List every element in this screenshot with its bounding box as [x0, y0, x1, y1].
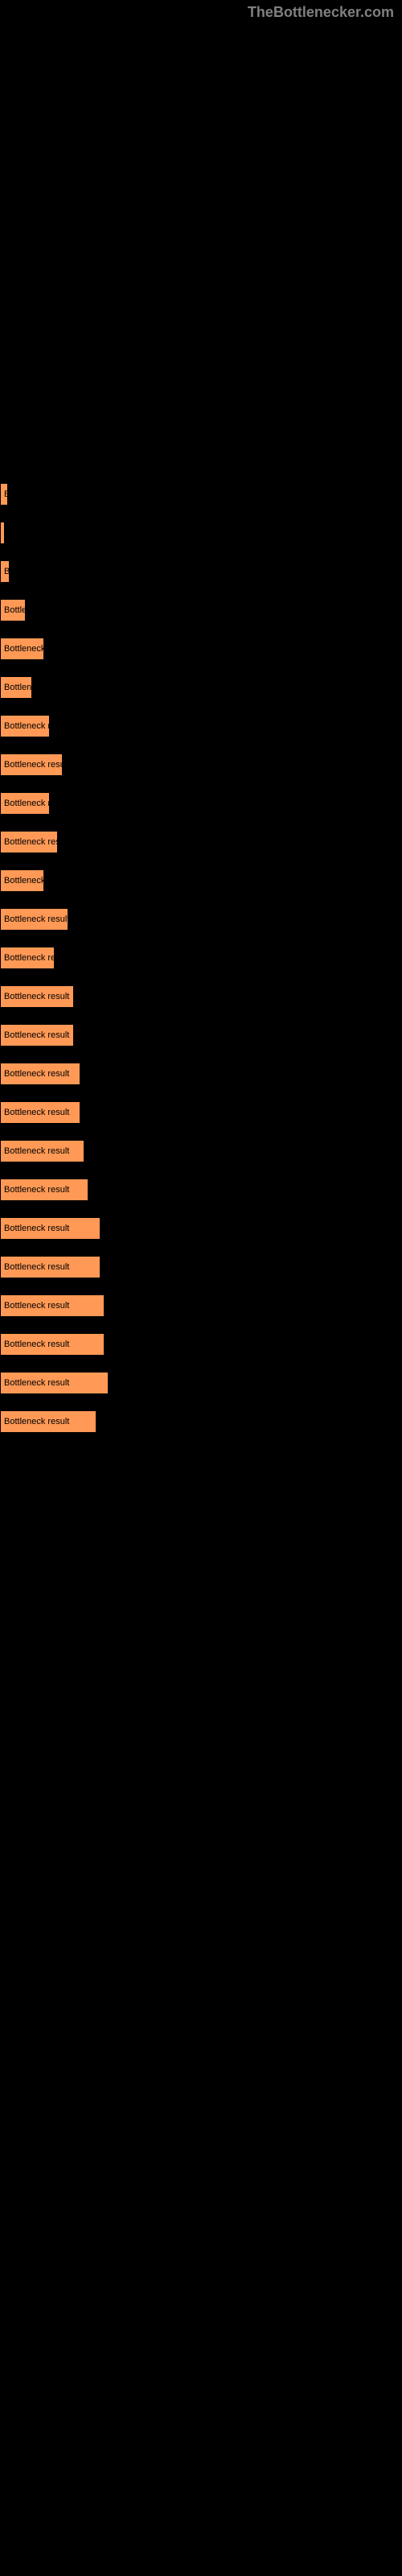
bar-row: Bottleneck r — [0, 792, 402, 815]
bar-row — [0, 522, 402, 544]
bar: Bottleneck result — [0, 1256, 100, 1278]
bar: Bottleneck resu — [0, 753, 63, 776]
bar: Bottleneck result — [0, 1333, 105, 1356]
bar-row: B — [0, 560, 402, 583]
bar-row: Bottleneck r — [0, 715, 402, 737]
bar: Bottleneck r — [0, 792, 50, 815]
bar-chart: B B Bottle Bottleneck Bottlen Bottleneck r Bot… — [0, 0, 402, 1489]
bar: Bottleneck result — [0, 908, 68, 931]
bar-row: Bottleneck result — [0, 1063, 402, 1085]
bar: Bottleneck result — [0, 1024, 74, 1046]
bar-row: Bottleneck res — [0, 831, 402, 853]
bar: Bottleneck result — [0, 1140, 84, 1162]
bar-row: Bottleneck result — [0, 1410, 402, 1433]
bar: Bottleneck — [0, 638, 44, 660]
bar-row: Bottleneck result — [0, 1101, 402, 1124]
bar: Bottleneck result — [0, 1217, 100, 1240]
bar: Bottleneck result — [0, 1294, 105, 1317]
bar: Bottleneck result — [0, 1372, 109, 1394]
bar-row: Bottlen — [0, 676, 402, 699]
bar: Bottlen — [0, 676, 32, 699]
bar-row: Bottleneck result — [0, 1333, 402, 1356]
bar: Bottleneck result — [0, 1063, 80, 1085]
bar-row: Bottleneck resu — [0, 753, 402, 776]
bar-row: Bottleneck result — [0, 1179, 402, 1201]
bar: Bottleneck result — [0, 1101, 80, 1124]
bar — [0, 522, 5, 544]
bar-row: Bottleneck result — [0, 1217, 402, 1240]
bar-row: Bottleneck result — [0, 1294, 402, 1317]
bar: Bottleneck r — [0, 715, 50, 737]
bar-row: B — [0, 483, 402, 506]
bar: Bottleneck res — [0, 831, 58, 853]
bar-row: Bottleneck re — [0, 947, 402, 969]
bar-row: Bottleneck result — [0, 1024, 402, 1046]
bar-row: Bottleneck result — [0, 1256, 402, 1278]
bar-row: Bottleneck result — [0, 985, 402, 1008]
bar: B — [0, 560, 10, 583]
bar: Bottleneck result — [0, 1410, 96, 1433]
bar-row: Bottleneck — [0, 638, 402, 660]
bar: Bottle — [0, 599, 26, 621]
bar-row: Bottleneck — [0, 869, 402, 892]
bar-row: Bottleneck result — [0, 1372, 402, 1394]
bar: B — [0, 483, 8, 506]
bar: Bottleneck — [0, 869, 44, 892]
bar: Bottleneck result — [0, 985, 74, 1008]
bar: Bottleneck re — [0, 947, 55, 969]
bar-row: Bottleneck result — [0, 908, 402, 931]
bar: Bottleneck result — [0, 1179, 88, 1201]
watermark: TheBottlenecker.com — [248, 4, 394, 21]
bar-row: Bottle — [0, 599, 402, 621]
bar-row: Bottleneck result — [0, 1140, 402, 1162]
